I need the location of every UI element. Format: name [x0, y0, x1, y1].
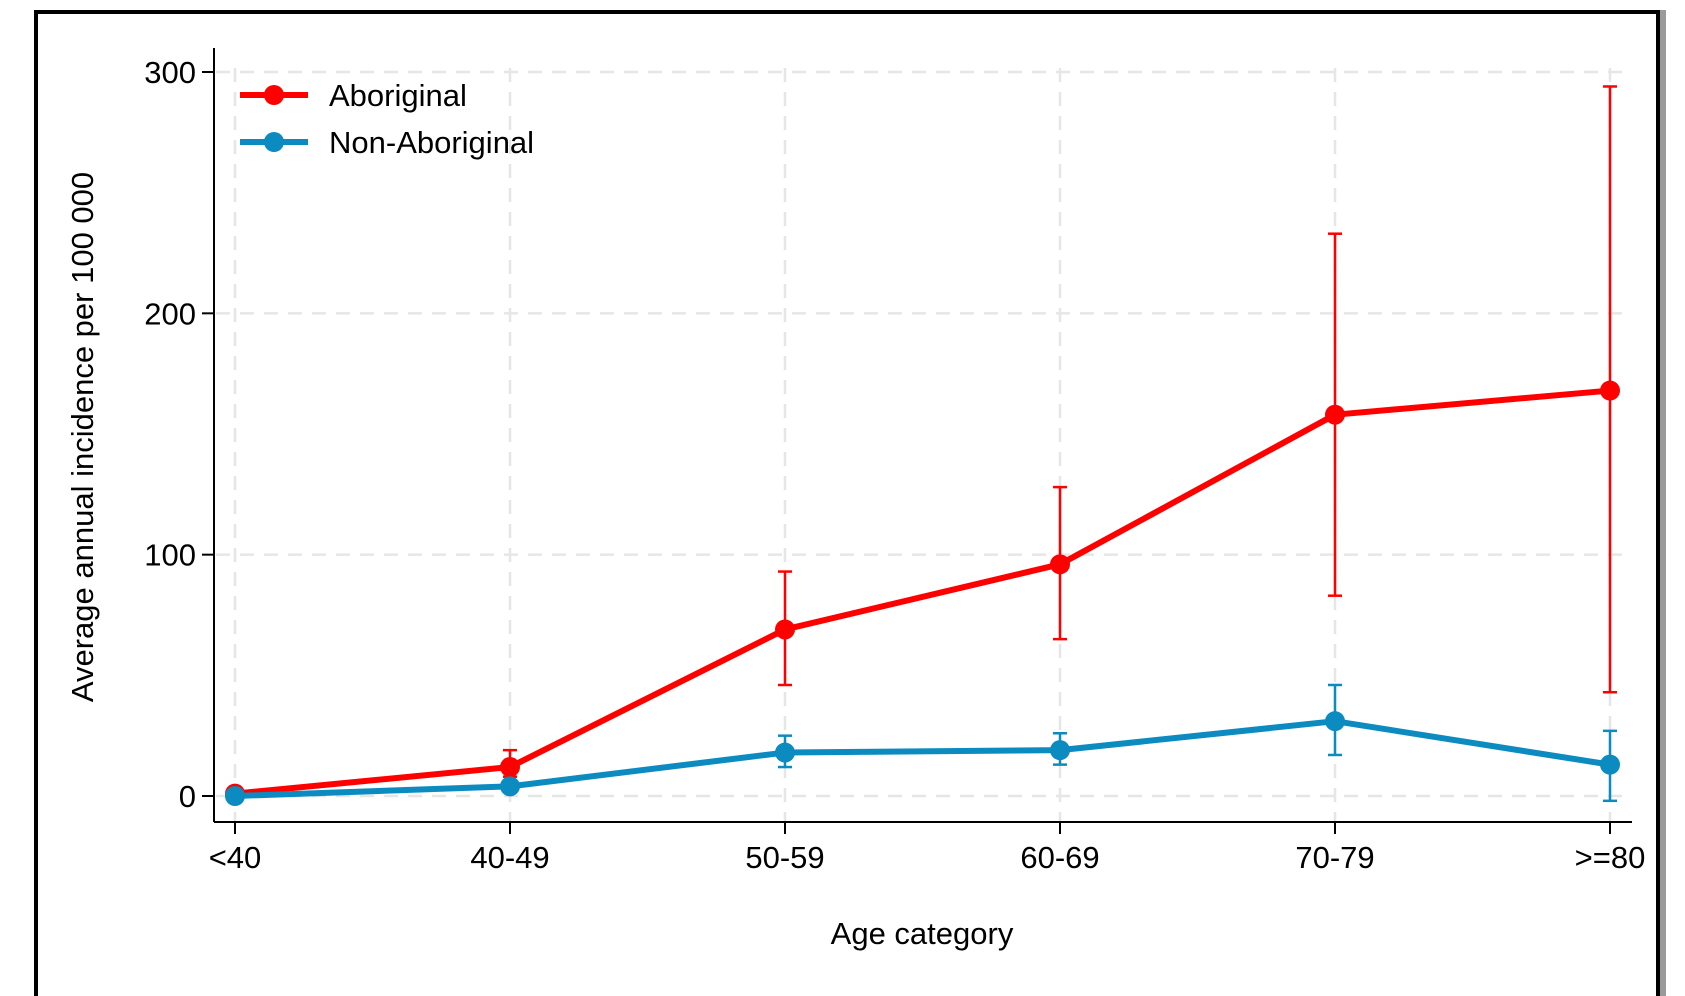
series-layer — [225, 85, 1620, 806]
x-tick-label: >=80 — [1575, 840, 1646, 875]
x-tick-label: <40 — [209, 840, 262, 875]
series-line — [234, 718, 1611, 799]
data-point — [1325, 711, 1345, 732]
series-aboriginal — [225, 85, 1620, 804]
legend-label: Non-Aboriginal — [329, 125, 534, 160]
grid-lines — [216, 68, 1632, 822]
legend: Aboriginal Non-Aboriginal — [240, 78, 534, 160]
y-tick-label: 0 — [179, 779, 196, 814]
legend-item: Non-Aboriginal — [240, 125, 534, 160]
y-tick-label: 100 — [144, 538, 196, 573]
data-point — [500, 776, 520, 797]
data-point — [1050, 554, 1070, 575]
data-point — [1050, 740, 1070, 761]
data-point — [775, 619, 795, 640]
legend-label: Aboriginal — [329, 78, 467, 113]
y-axis-title: Average annual incidence per 100 000 — [65, 172, 100, 702]
chart-frame — [34, 10, 1660, 996]
legend-marker — [264, 132, 284, 152]
x-tick-label: 70-79 — [1295, 840, 1374, 875]
axes: 0 100 200 300 <40 40-49 50-59 60-69 70-79 >=80 — [144, 48, 1645, 875]
legend-marker — [264, 85, 284, 105]
series-non-aboriginal — [225, 683, 1620, 806]
series-line — [234, 387, 1611, 797]
data-point — [1600, 380, 1620, 401]
y-tick-label: 200 — [144, 296, 196, 331]
data-point — [1600, 754, 1620, 775]
data-point — [775, 742, 795, 763]
legend-item: Aboriginal — [240, 78, 467, 113]
x-tick-label: 50-59 — [745, 840, 824, 875]
data-point — [1325, 404, 1345, 425]
data-point — [225, 786, 245, 806]
x-tick-label: 60-69 — [1020, 840, 1099, 875]
x-axis-title: Age category — [831, 916, 1014, 951]
data-point — [500, 757, 520, 778]
x-tick-label: 40-49 — [470, 840, 549, 875]
y-tick-label: 300 — [144, 55, 196, 90]
